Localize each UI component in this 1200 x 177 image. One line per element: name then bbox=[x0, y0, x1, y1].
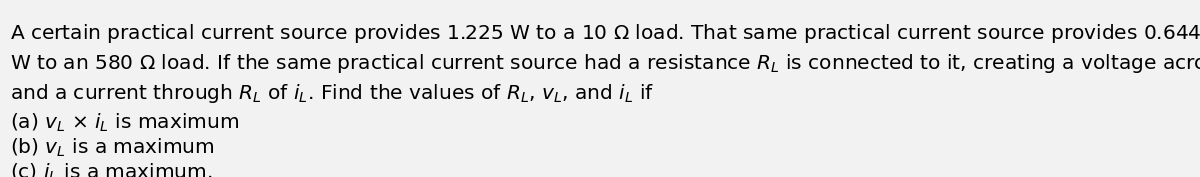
Text: (a) $v_L$ $\times$ $i_L$ is maximum: (a) $v_L$ $\times$ $i_L$ is maximum bbox=[10, 112, 239, 134]
Text: (b) $v_L$ is a maximum: (b) $v_L$ is a maximum bbox=[10, 137, 215, 159]
Text: W to an 580 $\Omega$ load. If the same practical current source had a resistance: W to an 580 $\Omega$ load. If the same p… bbox=[10, 52, 1200, 75]
Text: and a current through $R_L$ of $i_L$. Find the values of $R_L$, $v_L$, and $i_L$: and a current through $R_L$ of $i_L$. Fi… bbox=[10, 82, 654, 105]
Text: A certain practical current source provides 1.225 W to a 10 $\Omega$ load. That : A certain practical current source provi… bbox=[10, 22, 1200, 45]
Text: (c) $i_L$ is a maximum.: (c) $i_L$ is a maximum. bbox=[10, 162, 212, 177]
